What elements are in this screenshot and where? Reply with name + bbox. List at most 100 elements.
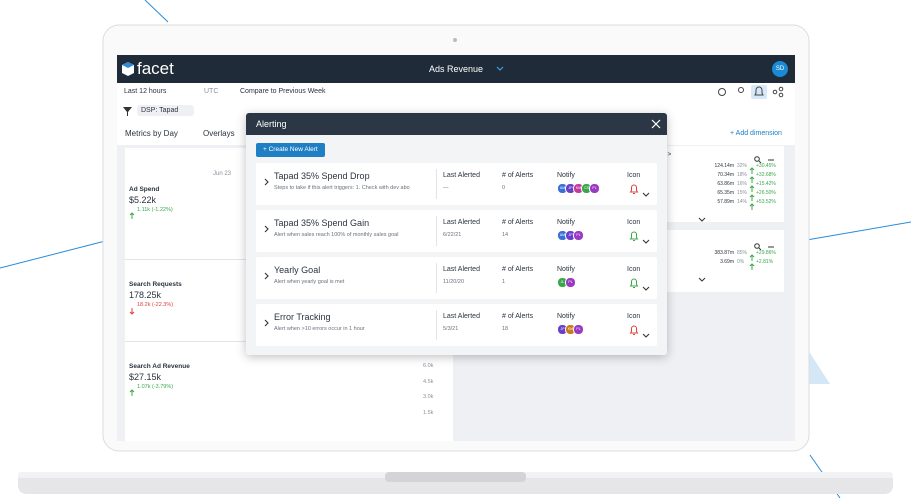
chart-date: Jun 23	[213, 171, 232, 177]
trend-arrow-glyph	[749, 194, 755, 201]
trend-arrow-glyph	[749, 167, 755, 174]
report-selector[interactable]: Ads Revenue	[429, 64, 484, 74]
expand-chevron-glyph	[264, 225, 269, 233]
cell-change: +32.68%	[756, 172, 776, 178]
column-label: Icon	[627, 219, 641, 226]
column-value: 18	[502, 326, 509, 332]
cell-change: +15.42%	[756, 181, 776, 187]
column-label: Icon	[627, 172, 641, 179]
icon-chevron-glyph	[642, 286, 650, 291]
icon-chevron	[642, 232, 650, 250]
filter-chip[interactable]: DSP: Tapad	[137, 105, 195, 116]
cell-share: 0%	[737, 259, 745, 265]
alert-card[interactable]: Yearly Goal Alert when yearly goal is met…	[256, 257, 657, 299]
cell-change: +53.52%	[756, 199, 776, 205]
column-label: Icon	[627, 266, 641, 273]
column-value: 14	[502, 232, 509, 238]
metrics-by[interactable]: Metrics by Day	[125, 129, 178, 138]
cell-change: +26.50%	[756, 190, 776, 196]
column-label: Notify	[557, 266, 575, 273]
trend-arrow	[129, 384, 135, 402]
trend-arrow-glyph	[749, 263, 755, 270]
column-label: Icon	[627, 313, 641, 320]
column-label: Notify	[557, 172, 575, 179]
create-alert-button[interactable]: + Create New Alert	[256, 143, 325, 157]
notify-avatar: PL	[573, 324, 584, 335]
icon-chevron	[642, 185, 650, 203]
modal-header	[246, 113, 667, 135]
trend-arrow-glyph	[129, 308, 135, 315]
trend-arrow	[749, 162, 755, 180]
cell-change: +29.86%	[756, 250, 776, 256]
column-value: 5/3/21	[443, 326, 459, 332]
breakdown-tools	[754, 151, 776, 169]
metric-change: 1.07k (-3.79%)	[137, 384, 174, 390]
alert-name: Tapad 35% Spend Gain	[274, 218, 370, 228]
alert-name: Tapad 35% Spend Drop	[274, 171, 370, 181]
notify-avatar: PL	[573, 230, 584, 241]
column-label: # of Alerts	[502, 313, 534, 320]
alert-description: Steps to take if this alert triggers: 1.…	[274, 185, 410, 191]
column-label: Last Alerted	[443, 172, 480, 179]
cell-value: 57.89m	[717, 199, 734, 205]
close-button[interactable]	[651, 119, 661, 129]
icon-chevron-glyph	[642, 192, 650, 197]
alert-bell	[629, 182, 639, 200]
cell-share: 32%	[737, 163, 748, 169]
alert-description: Alert when >10 errors occur in 1 hour	[274, 326, 365, 332]
alert-name: Yearly Goal	[274, 265, 321, 275]
alert-card[interactable]: Error Tracking Alert when >10 errors occu…	[256, 304, 657, 346]
column-label: Last Alerted	[443, 266, 480, 273]
cell-share: 14%	[737, 199, 748, 205]
axis-label: 6.0k	[423, 363, 434, 369]
trend-arrow	[749, 249, 755, 267]
icon-chevron	[642, 326, 650, 344]
timezone[interactable]: UTC	[204, 88, 219, 95]
column-label: Notify	[557, 313, 575, 320]
metric-name: Ad Spend	[129, 186, 160, 193]
trend-arrow-glyph	[749, 176, 755, 183]
logo[interactable]: facet	[137, 59, 174, 78]
add-dimension[interactable]: + Add dimension	[730, 130, 782, 137]
trend-arrow	[749, 180, 755, 198]
metric-change: 1.11k (-1.22%)	[137, 207, 173, 213]
alert-bell	[629, 229, 639, 247]
column-value: 0	[502, 185, 506, 191]
column-value: 1	[502, 279, 506, 285]
alert-card[interactable]: Tapad 35% Spend Drop Steps to take if thi…	[256, 163, 657, 205]
icon-chevron	[642, 279, 650, 297]
metric-change: 18.2k (-22.3%)	[137, 302, 174, 308]
chevron-glyph	[698, 277, 706, 282]
modal-title: Alerting	[256, 119, 287, 129]
column-label: # of Alerts	[502, 266, 534, 273]
axis-label: 3.0k	[423, 394, 434, 400]
toolbar-icons[interactable]	[715, 85, 787, 99]
trend-arrow-glyph	[749, 203, 755, 210]
trend-arrow-glyph	[749, 185, 755, 192]
column-label: Last Alerted	[443, 219, 480, 226]
filter-icon	[123, 107, 132, 116]
trend-arrow-glyph	[129, 389, 135, 396]
cell-value: 383.87m	[714, 250, 734, 256]
divider	[436, 263, 437, 293]
chevron	[496, 66, 504, 71]
cell-share: 16%	[737, 181, 748, 187]
alert-bell-glyph	[629, 231, 639, 241]
trend-arrow	[749, 171, 755, 189]
expand-chevron-glyph	[264, 319, 269, 327]
compare[interactable]: Compare to Previous Week	[240, 88, 326, 95]
cell-change: +2.81%	[756, 259, 774, 265]
alert-card[interactable]: Tapad 35% Spend Gain Alert when sales rea…	[256, 210, 657, 252]
logo-icon	[122, 62, 134, 76]
trend-arrow	[129, 302, 135, 320]
icon-chevron-glyph	[642, 239, 650, 244]
expand-chevron	[264, 314, 270, 332]
notify-avatar: PL	[565, 277, 576, 288]
time-range[interactable]: Last 12 hours	[124, 88, 167, 95]
alerting-modal: Alerting + Create New Alert Tapad 35% Sp…	[246, 113, 667, 355]
column-label: Last Alerted	[443, 313, 480, 320]
avatar[interactable]: SD	[772, 61, 788, 77]
metric-value: $27.15k	[129, 372, 162, 382]
overlays[interactable]: Overlays	[203, 129, 235, 138]
